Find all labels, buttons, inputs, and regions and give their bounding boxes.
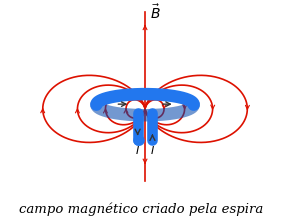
Text: $I$: $I$ <box>135 144 140 156</box>
Text: $I$: $I$ <box>150 144 155 156</box>
Text: campo magnético criado pela espira: campo magnético criado pela espira <box>19 202 264 216</box>
Text: $\vec{B}$: $\vec{B}$ <box>150 4 161 22</box>
